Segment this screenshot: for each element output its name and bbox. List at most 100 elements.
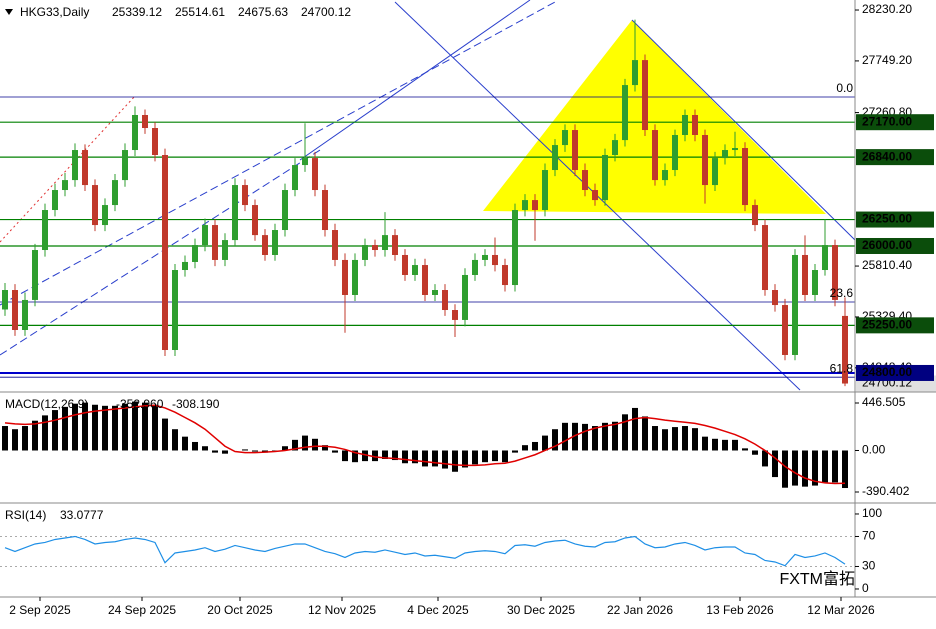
plot-layer — [0, 19, 855, 567]
watermark: FXTM富拓 — [779, 570, 855, 588]
candle-body — [602, 154, 608, 201]
macd-bar — [332, 450, 338, 453]
level-label: 27170.00 — [862, 114, 912, 128]
y-tick-label: 28230.20 — [862, 2, 912, 16]
level-box — [856, 114, 934, 131]
candle-body — [372, 245, 378, 251]
macd-bar — [772, 450, 778, 478]
candle-body — [652, 130, 658, 181]
candle-body — [362, 245, 368, 260]
level-box — [856, 211, 934, 228]
macd-bar — [462, 450, 468, 468]
candle-body — [462, 274, 468, 320]
macd-bar — [782, 450, 788, 488]
level-label: 26250.00 — [862, 212, 912, 226]
candle-body — [202, 225, 208, 246]
macd-bar — [612, 421, 618, 451]
macd-bar — [522, 445, 528, 451]
candle-body — [102, 205, 108, 226]
macd-bar — [382, 450, 388, 459]
candle-body — [112, 180, 118, 206]
candle-body — [162, 154, 168, 351]
macd-bar — [542, 435, 548, 451]
candle-body — [192, 245, 198, 262]
candle-body — [722, 150, 728, 159]
macd-bar — [2, 426, 8, 451]
macd-bar — [162, 418, 168, 451]
macd-bar — [572, 422, 578, 451]
candle-body — [592, 190, 598, 201]
level-label: 26000.00 — [862, 238, 912, 252]
macd-bar — [802, 450, 808, 487]
candle-body — [772, 290, 778, 306]
candle-body — [802, 254, 808, 295]
rsi-title: RSI(14) — [5, 508, 46, 522]
candle-body — [762, 225, 768, 291]
candle-body — [572, 130, 578, 171]
macd-bar — [492, 450, 498, 462]
macd-bar — [292, 439, 298, 451]
x-tick-label: 12 Mar 2026 — [807, 603, 875, 617]
header-open: 25339.12 — [112, 5, 162, 19]
candle-body — [82, 150, 88, 186]
candle-body — [792, 254, 798, 355]
macd-bar — [642, 416, 648, 451]
menu-arrow[interactable] — [5, 9, 13, 15]
macd-bar — [372, 450, 378, 462]
level-box — [856, 237, 934, 254]
y-tick-label: -390.402 — [862, 484, 910, 498]
candle-body — [232, 185, 238, 241]
candle-body — [212, 225, 218, 260]
trend-line — [0, 95, 136, 243]
macd-bar — [62, 406, 68, 451]
candle-body — [52, 190, 58, 211]
candle-body — [122, 150, 128, 181]
macd-value: -352.960 — [116, 397, 164, 411]
triangle-drawing — [483, 20, 826, 214]
candle-body — [12, 290, 18, 331]
macd-bar — [442, 450, 448, 469]
candle-body — [752, 205, 758, 226]
macd-bar — [112, 405, 118, 451]
fibo-label: 23.6 — [830, 286, 854, 300]
level-label: 24800.00 — [862, 365, 912, 379]
macd-bar — [352, 450, 358, 463]
candle-body — [822, 245, 828, 271]
candle-body — [472, 259, 478, 275]
x-tick-label: 12 Nov 2025 — [308, 603, 376, 617]
candle-body — [442, 290, 448, 311]
macd-bar — [762, 450, 768, 467]
y-tick-label: 0 — [862, 581, 869, 595]
macd-bar — [602, 422, 608, 451]
header-high: 25514.61 — [175, 5, 225, 19]
macd-bar — [192, 441, 198, 451]
macd-bar — [72, 403, 78, 451]
candle-body — [712, 158, 718, 186]
candle-body — [782, 305, 788, 355]
macd-bar — [22, 426, 28, 451]
level-label: 25250.00 — [862, 318, 912, 332]
rsi-line — [4, 535, 846, 567]
macd-bar — [12, 429, 18, 451]
candle-body — [382, 235, 388, 251]
macd-title: MACD(12,26,9) — [5, 397, 88, 411]
candle-body — [262, 235, 268, 255]
macd-bar — [282, 446, 288, 451]
level-box — [856, 364, 934, 381]
candle-body — [532, 200, 538, 211]
x-tick-label: 22 Jan 2026 — [607, 603, 673, 617]
x-tick-label: 4 Dec 2025 — [407, 603, 469, 617]
macd-bar — [342, 450, 348, 462]
macd-bar — [512, 450, 518, 453]
channel-line — [299, 0, 531, 161]
fibo-label: 0.0 — [836, 81, 853, 95]
candle-body — [482, 254, 488, 260]
macd-bar — [532, 441, 538, 451]
macd-bar — [142, 402, 148, 451]
candle-body — [522, 200, 528, 211]
macd-bar — [732, 439, 738, 451]
y-tick-label: 446.505 — [862, 395, 906, 409]
macd-bar — [82, 402, 88, 451]
candle-body — [562, 130, 568, 146]
